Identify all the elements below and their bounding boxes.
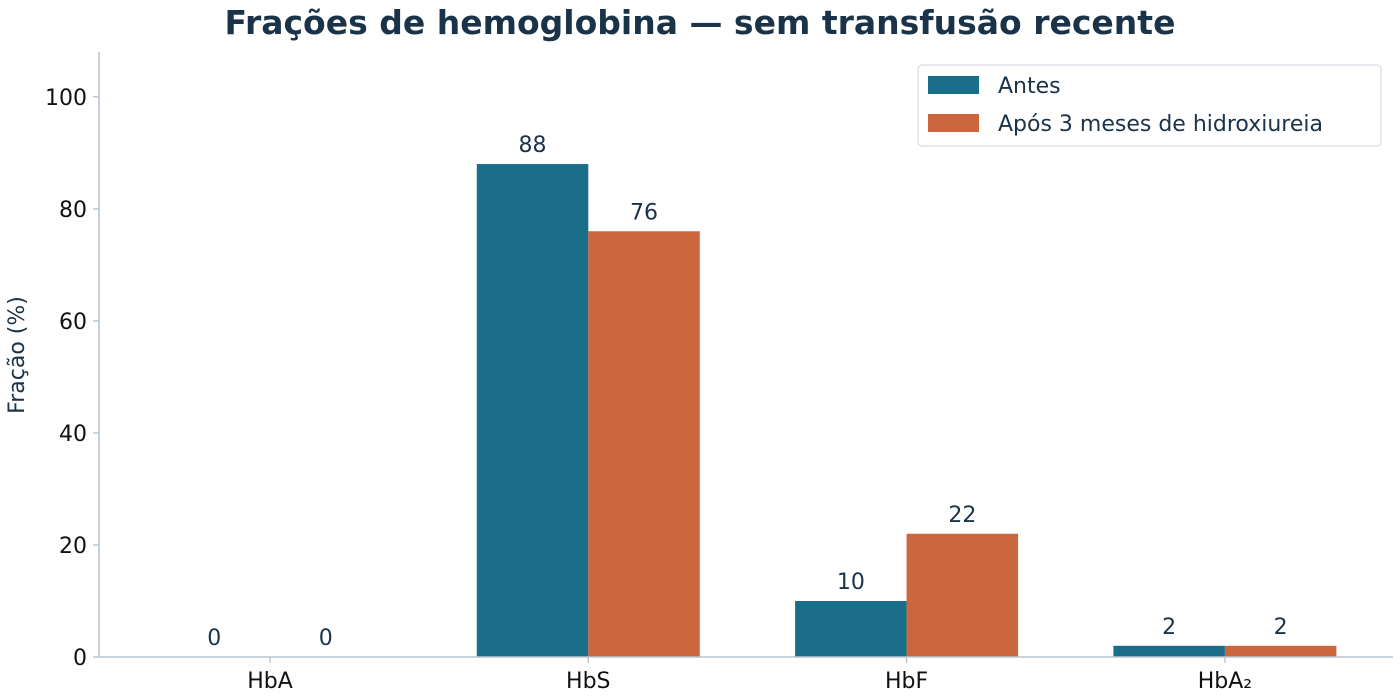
y-tick-label: 80 [59, 198, 87, 223]
data-label: 10 [837, 570, 865, 595]
data-label: 2 [1162, 615, 1176, 640]
bar-HbS-apos [588, 231, 700, 657]
data-label: 0 [319, 626, 333, 651]
data-label: 0 [207, 626, 221, 651]
legend: Antes Após 3 meses de hidroxiureia [917, 64, 1382, 147]
legend-label-apos: Após 3 meses de hidroxiureia [998, 112, 1323, 137]
bar-HbA₂-apos [1224, 645, 1337, 657]
x-tick-label: HbA₂ [1198, 669, 1252, 694]
bar-HbF-apos [906, 533, 1019, 657]
bar-HbA₂-antes [1113, 645, 1225, 657]
data-label: 22 [948, 503, 976, 528]
x-tick-label: HbA [247, 669, 293, 694]
x-tick-label: HbS [566, 669, 610, 694]
legend-box [917, 64, 1382, 147]
y-tick-label: 60 [59, 310, 87, 335]
legend-swatch-apos [928, 114, 979, 132]
legend-label-antes: Antes [998, 74, 1061, 99]
legend-swatch-antes [928, 76, 979, 94]
y-axis-label: Fração (%) [5, 296, 30, 414]
y-tick-label: 40 [59, 422, 87, 447]
y-tick-label: 20 [59, 534, 87, 559]
y-tick-label: 100 [45, 86, 87, 111]
data-label: 76 [630, 200, 658, 225]
y-tick-label: 0 [73, 646, 87, 671]
bar-HbF-antes [795, 600, 907, 657]
bar-HbS-antes [476, 164, 589, 657]
data-label: 88 [519, 133, 547, 158]
chart-title: Frações de hemoglobina — sem transfusão … [225, 3, 1176, 42]
x-tick-label: HbF [885, 669, 928, 694]
data-label: 2 [1274, 615, 1288, 640]
